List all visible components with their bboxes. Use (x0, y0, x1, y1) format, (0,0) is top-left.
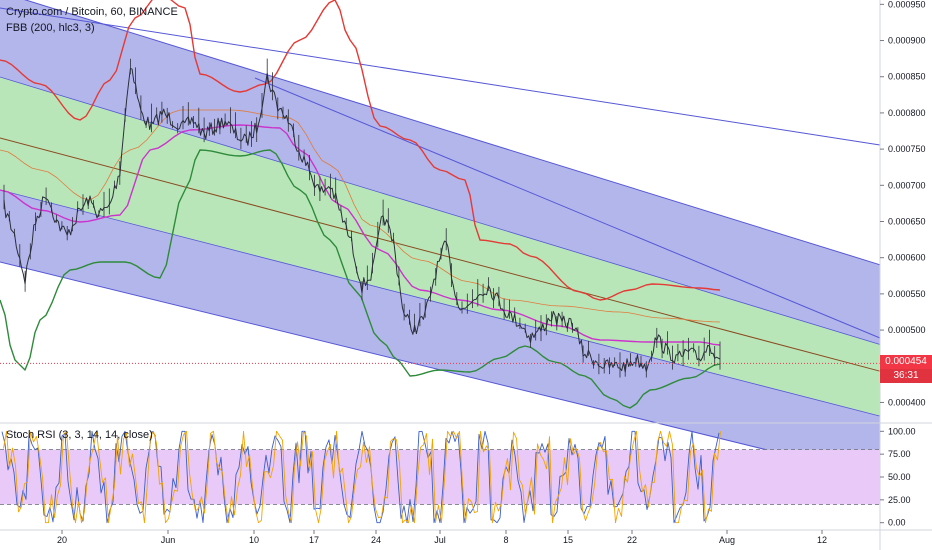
y-tick-label: 0.000500 (888, 325, 926, 335)
chart-title: Crypto.com / Bitcoin, 60, BINANCE (6, 6, 178, 18)
osc-y-tick-label: 0.00 (888, 518, 906, 528)
y-tick-label: 0.000900 (888, 36, 926, 46)
fib-band-upper (0, 0, 721, 301)
osc-y-tick-label: 50.00 (888, 472, 911, 482)
x-tick-label: 8 (503, 535, 508, 545)
x-tick-label: 10 (249, 535, 259, 545)
fib-basis-line (0, 124, 721, 346)
channel-top-line (24, 0, 881, 266)
y-tick-label: 0.000950 (888, 0, 926, 9)
current-price-badge: 0.000454 (880, 355, 932, 369)
osc-y-tick-label: 75.00 (888, 449, 911, 459)
fib-band-lower (0, 149, 721, 409)
stoch-rsi-label: Stoch RSI (3, 3, 14, 14, close) (6, 429, 153, 441)
fbb-indicator-label: FBB (200, hlc3, 3) (6, 22, 95, 34)
channel-lower-line (0, 189, 881, 417)
y-tick-label: 0.000700 (888, 180, 926, 190)
bar-countdown-badge: 36:31 (880, 369, 932, 383)
y-tick-label: 0.000650 (888, 216, 926, 226)
x-tick-label: 20 (57, 535, 67, 545)
channel-fill-middle (0, 77, 880, 417)
x-tick-label: Jul (434, 535, 446, 545)
x-tick-label: 24 (371, 535, 381, 545)
x-tick-label: 22 (627, 535, 637, 545)
y-tick-label: 0.000750 (888, 144, 926, 154)
osc-y-tick-label: 100.00 (888, 426, 916, 436)
y-tick-label: 0.000550 (888, 289, 926, 299)
channel-fill-lower (0, 190, 880, 478)
y-tick-label: 0.000400 (888, 397, 926, 407)
stoch-d-line (3, 430, 721, 524)
x-tick-label: Jun (161, 535, 176, 545)
y-tick-label: 0.000800 (888, 108, 926, 118)
x-tick-label: 17 (309, 535, 319, 545)
osc-y-tick-label: 25.00 (888, 495, 911, 505)
channel-median-line (0, 137, 881, 372)
trendline-inner (254, 77, 881, 339)
x-tick-label: Aug (719, 535, 735, 545)
trendline-outer (0, 7, 881, 146)
channel-fill-upper (0, 0, 880, 345)
stoch-k-line (1, 430, 720, 524)
y-tick-label: 0.000600 (888, 253, 926, 263)
x-tick-label: 15 (563, 535, 573, 545)
x-tick-label: 12 (817, 535, 827, 545)
y-tick-label: 0.000850 (888, 72, 926, 82)
